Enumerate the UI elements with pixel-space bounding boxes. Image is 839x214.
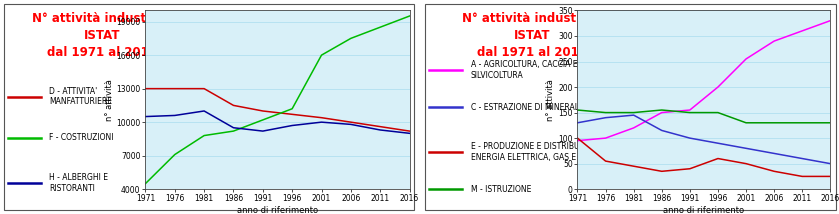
Text: N° attività industriali
ISTAT
dal 1971 al 2016: N° attività industriali ISTAT dal 1971 a… xyxy=(33,12,173,59)
Text: M - ISTRUZIONE: M - ISTRUZIONE xyxy=(471,185,531,194)
Text: C - ESTRAZIONE DI MINERALI: C - ESTRAZIONE DI MINERALI xyxy=(471,103,581,111)
X-axis label: anno di riferimento: anno di riferimento xyxy=(237,206,318,214)
Y-axis label: n° attività: n° attività xyxy=(546,79,555,121)
Text: F - COSTRUZIONI: F - COSTRUZIONI xyxy=(50,133,114,142)
Text: N° attività industriali
ISTAT
dal 1971 al 2016: N° attività industriali ISTAT dal 1971 a… xyxy=(462,12,602,59)
Text: D - ATTIVITA'
MANFATTURIERE: D - ATTIVITA' MANFATTURIERE xyxy=(50,87,112,106)
Y-axis label: n° attività: n° attività xyxy=(105,79,113,121)
Text: A - AGRICOLTURA, CACCIA E
SILVICOLTURA: A - AGRICOLTURA, CACCIA E SILVICOLTURA xyxy=(471,60,577,80)
Text: E - PRODUZIONE E DISTRIBUZIONE DI
ENERGIA ELETTRICA, GAS E ACQUA: E - PRODUZIONE E DISTRIBUZIONE DI ENERGI… xyxy=(471,143,613,162)
Text: H - ALBERGHI E
RISTORANTI: H - ALBERGHI E RISTORANTI xyxy=(50,173,108,193)
X-axis label: anno di riferimento: anno di riferimento xyxy=(664,206,744,214)
